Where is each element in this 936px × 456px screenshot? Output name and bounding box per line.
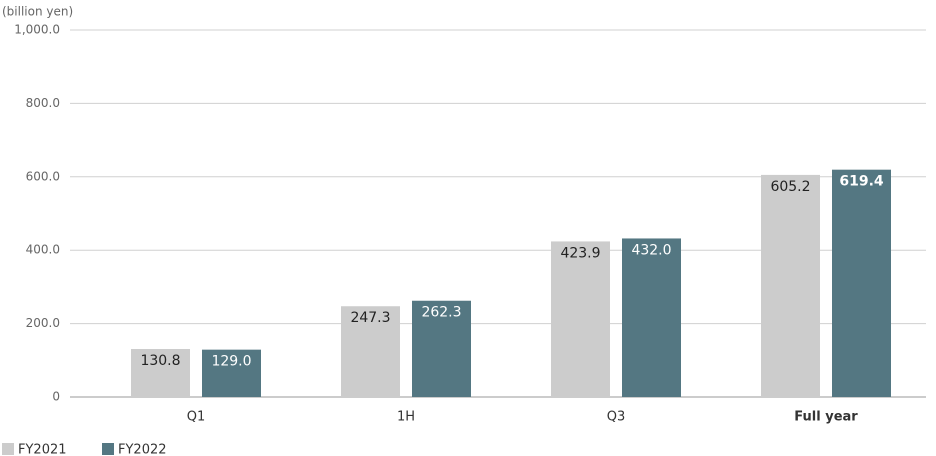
legend-label: FY2022 [118, 443, 167, 456]
value-label: 247.3 [350, 310, 390, 326]
bar [622, 238, 681, 397]
y-tick-label: 1,000.0 [14, 23, 60, 37]
bar [761, 174, 820, 397]
bar [412, 300, 471, 397]
legend-swatch [2, 443, 14, 455]
bar [832, 169, 891, 397]
value-label: 129.0 [211, 354, 251, 370]
value-label: 619.4 [839, 174, 884, 190]
x-tick-label: 1H [397, 410, 415, 425]
y-tick-label: 200.0 [26, 316, 60, 330]
value-label: 423.9 [560, 245, 600, 261]
legend-swatch [102, 443, 114, 455]
y-tick-label: 600.0 [26, 169, 60, 183]
value-label: 130.8 [140, 353, 180, 369]
y-axis-label: (billion yen) [2, 5, 73, 19]
value-label: 432.0 [631, 242, 671, 258]
bar [202, 349, 261, 397]
value-label: 605.2 [770, 179, 810, 195]
y-tick-label: 800.0 [26, 96, 60, 110]
x-tick-label: Full year [794, 410, 858, 425]
x-tick-label: Q3 [607, 410, 626, 425]
legend-label: FY2021 [18, 443, 67, 456]
x-tick-label: Q1 [187, 410, 206, 425]
y-tick-label: 0 [52, 390, 60, 404]
bar [341, 306, 400, 397]
value-label: 262.3 [421, 305, 461, 321]
bar [551, 241, 610, 397]
bar [131, 348, 190, 397]
y-tick-label: 400.0 [26, 243, 60, 257]
